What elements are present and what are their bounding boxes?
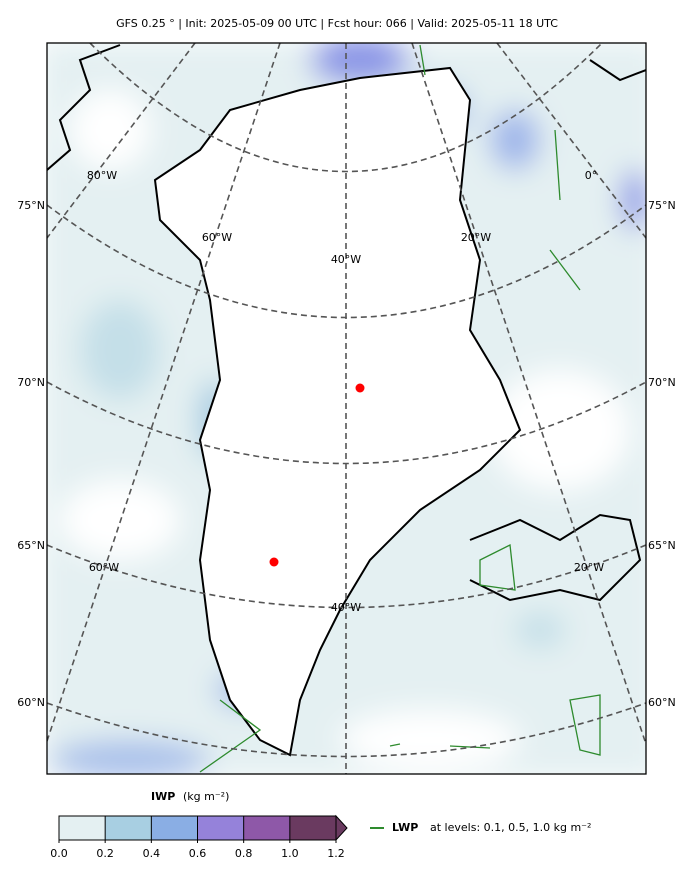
colorbar-segment xyxy=(197,816,245,840)
lon-label: 20°W xyxy=(574,561,604,574)
colorbar-label: IWP xyxy=(151,790,175,803)
colorbar-segment xyxy=(105,816,152,840)
lon-label: 20°W xyxy=(461,231,491,244)
colorbar-tick-label: 1.0 xyxy=(281,847,299,860)
legend-label: LWP xyxy=(392,821,418,834)
title: GFS 0.25 ° | Init: 2025-05-09 00 UTC | F… xyxy=(116,17,558,30)
lon-label: 40°W xyxy=(331,253,361,266)
coastline xyxy=(47,44,646,602)
lon-label: 0° xyxy=(585,169,598,182)
colorbar-tick-label: 0.4 xyxy=(143,847,161,860)
colorbar: 0.0 0.2 0.4 0.6 0.8 1.0 1.2 xyxy=(50,814,348,860)
colorbar-tick-label: 0.0 xyxy=(50,847,68,860)
colorbar-extend xyxy=(335,814,348,842)
lat-label: 65°N xyxy=(17,539,45,552)
lat-label: 75°N xyxy=(17,199,45,212)
map: 80°W 0° 60°W 40°W 20°W 60°W 20°W 40°W xyxy=(47,43,646,774)
lat-label: 70°N xyxy=(17,376,45,389)
greenland-coast xyxy=(153,66,522,757)
colorbar-units: (kg m⁻²) xyxy=(183,790,229,803)
lon-label: 60°W xyxy=(89,561,119,574)
lat-label: 65°N xyxy=(648,539,676,552)
colorbar-tick-label: 1.2 xyxy=(327,847,345,860)
lat-label: 60°N xyxy=(17,696,45,709)
lon-label: 40°W xyxy=(331,601,361,614)
colorbar-segment xyxy=(59,816,106,840)
marker xyxy=(269,557,279,567)
lat-label: 60°N xyxy=(648,696,676,709)
colorbar-tick-label: 0.6 xyxy=(189,847,207,860)
colorbar-segment xyxy=(151,816,198,840)
colorbar-segment xyxy=(243,816,291,840)
marker xyxy=(355,383,365,393)
lon-label: 80°W xyxy=(87,169,117,182)
colorbar-segment xyxy=(289,816,337,840)
lon-label: 60°W xyxy=(202,231,232,244)
lwp-contour xyxy=(199,44,601,773)
lat-label: 70°N xyxy=(648,376,676,389)
legend-text: at levels: 0.1, 0.5, 1.0 kg m⁻² xyxy=(430,821,591,834)
colorbar-tick-label: 0.2 xyxy=(96,847,114,860)
colorbar-tick-label: 0.8 xyxy=(235,847,253,860)
lat-label: 75°N xyxy=(648,199,676,212)
